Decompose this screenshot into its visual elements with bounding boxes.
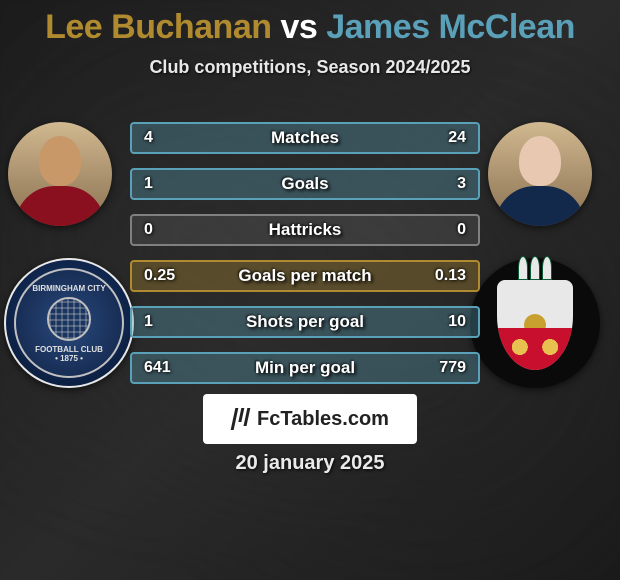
- stat-left-value: 641: [144, 359, 171, 377]
- stat-label: Hattricks: [132, 220, 478, 240]
- player1-name: Lee Buchanan: [45, 8, 271, 46]
- stat-row: 0.25Goals per match0.13: [130, 260, 480, 292]
- fctables-icon: [231, 408, 253, 430]
- stat-label: Shots per goal: [132, 312, 478, 332]
- wrexham-badge-inner: [474, 262, 596, 384]
- stat-right-value: 0.13: [435, 267, 466, 285]
- comparison-title: Lee Buchanan vs James McClean: [0, 0, 620, 47]
- stat-row: 4Matches24: [130, 122, 480, 154]
- fctables-logo[interactable]: FcTables.com: [203, 394, 417, 444]
- stat-left-value: 1: [144, 313, 153, 331]
- stat-left-value: 1: [144, 175, 153, 193]
- subtitle: Club competitions, Season 2024/2025: [0, 57, 620, 78]
- stat-row: 1Goals3: [130, 168, 480, 200]
- player2-name: James McClean: [326, 8, 575, 46]
- player1-head: [39, 136, 81, 186]
- stat-row: 0Hattricks0: [130, 214, 480, 246]
- stat-left-value: 0: [144, 221, 153, 239]
- stat-right-value: 0: [457, 221, 466, 239]
- badge-text-mid: FOOTBALL CLUB: [35, 345, 103, 354]
- stat-right-value: 24: [448, 129, 466, 147]
- player2-photo: [488, 122, 592, 226]
- stat-row: 1Shots per goal10: [130, 306, 480, 338]
- player1-club-badge: BIRMINGHAM CITY FOOTBALL CLUB • 1875 •: [4, 258, 134, 388]
- vs-text: vs: [280, 8, 317, 46]
- stat-left-value: 4: [144, 129, 153, 147]
- stat-label: Matches: [132, 128, 478, 148]
- snapshot-date: 20 january 2025: [0, 452, 620, 475]
- player2-head: [519, 136, 561, 186]
- stat-label: Goals per match: [132, 266, 478, 286]
- player1-photo: [8, 122, 112, 226]
- stat-label: Goals: [132, 174, 478, 194]
- badge-globe-icon: [47, 297, 91, 341]
- player2-jersey: [495, 186, 585, 226]
- stat-right-value: 3: [457, 175, 466, 193]
- badge-text-top: BIRMINGHAM CITY: [32, 284, 105, 293]
- birmingham-badge-inner: BIRMINGHAM CITY FOOTBALL CLUB • 1875 •: [14, 268, 124, 378]
- wrexham-shield-icon: [497, 280, 573, 370]
- stat-right-value: 10: [448, 313, 466, 331]
- player1-jersey: [15, 186, 105, 226]
- stat-left-value: 0.25: [144, 267, 175, 285]
- stat-row: 641Min per goal779: [130, 352, 480, 384]
- stat-label: Min per goal: [132, 358, 478, 378]
- player2-club-badge: [470, 258, 600, 388]
- badge-text-bottom: • 1875 •: [55, 354, 83, 363]
- stats-table: 4Matches241Goals30Hattricks00.25Goals pe…: [130, 122, 480, 398]
- stat-right-value: 779: [439, 359, 466, 377]
- wrexham-feathers-icon: [505, 256, 565, 280]
- fctables-brand-text: FcTables.com: [257, 408, 389, 431]
